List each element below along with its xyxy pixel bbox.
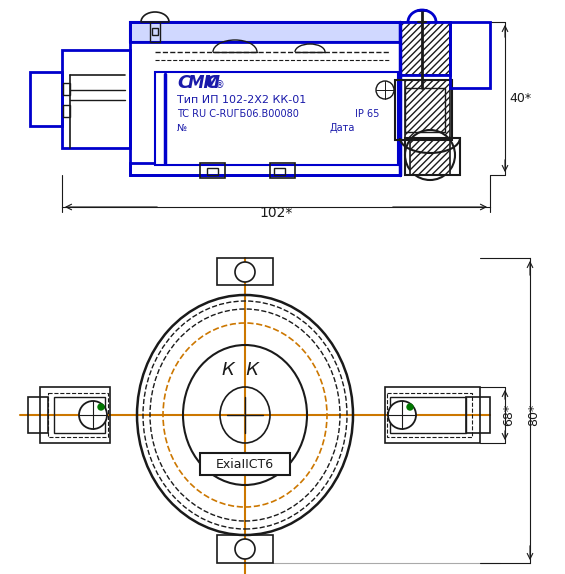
Text: ExiaIICT6: ExiaIICT6 <box>216 457 274 471</box>
Circle shape <box>405 130 455 180</box>
Text: TC RU С-RUГБ06.В00080: TC RU С-RUГБ06.В00080 <box>177 109 299 119</box>
Text: 68*: 68* <box>502 404 515 426</box>
Circle shape <box>235 539 255 559</box>
Polygon shape <box>200 453 290 475</box>
Circle shape <box>388 401 416 429</box>
Polygon shape <box>405 80 450 140</box>
Text: 80*: 80* <box>528 404 541 426</box>
Circle shape <box>79 401 107 429</box>
Text: IP 65: IP 65 <box>355 109 379 119</box>
Polygon shape <box>410 138 450 175</box>
Polygon shape <box>155 72 398 165</box>
Text: Тип ИП 102-2Х2 КК-01: Тип ИП 102-2Х2 КК-01 <box>177 95 306 105</box>
Text: С: С <box>205 74 218 92</box>
Text: ΜΜ: ΜΜ <box>188 74 221 92</box>
Text: Дата: Дата <box>330 123 355 133</box>
Circle shape <box>407 404 413 410</box>
Text: 102*: 102* <box>259 206 293 220</box>
Text: ®: ® <box>215 80 225 90</box>
Text: К  К: К К <box>221 361 259 379</box>
Circle shape <box>98 404 104 410</box>
Polygon shape <box>400 22 450 75</box>
Text: 40*: 40* <box>509 91 531 104</box>
Text: С: С <box>177 74 190 92</box>
Circle shape <box>235 262 255 282</box>
Text: №: № <box>177 123 187 133</box>
Polygon shape <box>130 22 400 42</box>
